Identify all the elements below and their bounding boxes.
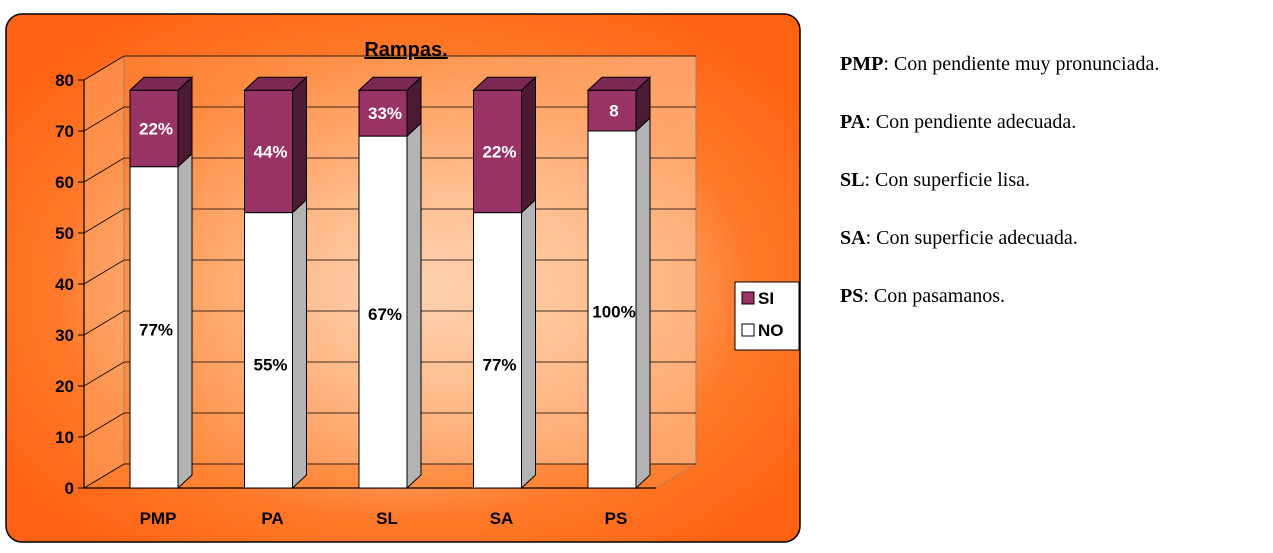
note-text: : Con pasamanos. <box>863 285 1005 307</box>
bar-side-si-pa <box>292 76 307 214</box>
x-tick-label: PS <box>605 509 628 528</box>
y-tick-label: 40 <box>55 275 74 294</box>
bar-side-no-sa <box>521 198 536 490</box>
note-ps: PS: Con pasamanos. <box>840 284 1270 342</box>
chart-container: 0 10 20 30 40 50 60 70 80 77% 22% PMP 55% 44% PA 67% 33%… <box>5 13 801 543</box>
plot-area: 0 10 20 30 40 50 60 70 80 77% 22% PMP 55% 44% PA 67% 33%… <box>55 55 800 528</box>
x-tick-label: SL <box>376 509 398 528</box>
note-sl: SL: Con superficie lisa. <box>840 168 1270 226</box>
note-code: PS <box>840 285 864 307</box>
bar-no-sa <box>473 212 522 489</box>
note-code: PA <box>840 111 866 133</box>
bar-side-si-pmp <box>177 76 193 168</box>
gridline <box>83 55 696 81</box>
bar-no-sl <box>358 135 408 489</box>
y-tick-label: 70 <box>55 122 74 141</box>
x-tick-label: PMP <box>140 509 177 528</box>
note-code: SA <box>840 227 866 249</box>
y-tick-label: 60 <box>55 173 74 192</box>
y-tick-label: 0 <box>65 479 74 498</box>
note-text: : Con superficie lisa. <box>864 169 1030 191</box>
y-tick-label: 10 <box>55 428 74 447</box>
y-tick-label: 30 <box>55 326 74 345</box>
data-label-si: 22% <box>482 142 516 161</box>
bar-top-sl <box>357 76 423 91</box>
legend-swatch-si <box>741 291 755 305</box>
note-text: : Con superficie adecuada. <box>865 227 1078 249</box>
data-label-no: 77% <box>482 355 516 374</box>
bar-no-pa <box>244 212 293 489</box>
legend-label-si: SI <box>758 289 774 308</box>
bar-side-no-pmp <box>177 152 193 490</box>
legend-swatch-no <box>741 323 755 337</box>
note-pmp: PMP: Con pendiente muy pronunciada. <box>840 52 1270 110</box>
bar-si-ps <box>587 89 637 132</box>
data-label-si: 33% <box>368 104 402 123</box>
bar-no-ps <box>587 130 637 489</box>
data-label-si: 8 <box>609 102 618 121</box>
bar-top-pa <box>243 76 308 91</box>
y-tick-label: 80 <box>55 71 74 90</box>
bar-side-no-pa <box>292 198 307 490</box>
data-label-no: 100% <box>592 303 635 322</box>
bar-si-sa <box>473 89 522 214</box>
note-text: : Con pendiente muy pronunciada. <box>883 53 1160 75</box>
note-pa: PA: Con pendiente adecuada. <box>840 110 1270 168</box>
bar-top-ps <box>586 76 652 91</box>
data-label-no: 67% <box>368 305 402 324</box>
legend-label-no: NO <box>758 321 784 340</box>
note-code: SL <box>840 169 865 191</box>
data-label-no: 77% <box>139 320 173 339</box>
note-sa: SA: Con superficie adecuada. <box>840 226 1270 284</box>
bar-side-si-sa <box>521 76 536 214</box>
abbreviation-notes: PMP: Con pendiente muy pronunciada. PA: C… <box>840 52 1270 342</box>
note-text: : Con pendiente adecuada. <box>865 111 1077 133</box>
stacked-bar-chart: 0 10 20 30 40 50 60 70 80 77% 22% PMP 55% 44% PA 67% 33%… <box>5 13 801 543</box>
x-tick-label: PA <box>261 509 283 528</box>
data-label-si: 44% <box>253 142 287 161</box>
bar-side-no-ps <box>635 116 651 490</box>
bar-no-pmp <box>129 166 179 489</box>
y-tick-label: 50 <box>55 224 74 243</box>
x-tick-label: SA <box>490 509 514 528</box>
data-label-si: 22% <box>139 119 173 138</box>
chart-title: Rampas. <box>364 39 447 61</box>
bar-side-no-sl <box>406 121 422 490</box>
y-tick-label: 20 <box>55 377 74 396</box>
data-label-no: 55% <box>253 355 287 374</box>
note-code: PMP <box>840 53 884 75</box>
bar-top-sa <box>472 76 537 91</box>
bar-top-pmp <box>128 76 194 91</box>
